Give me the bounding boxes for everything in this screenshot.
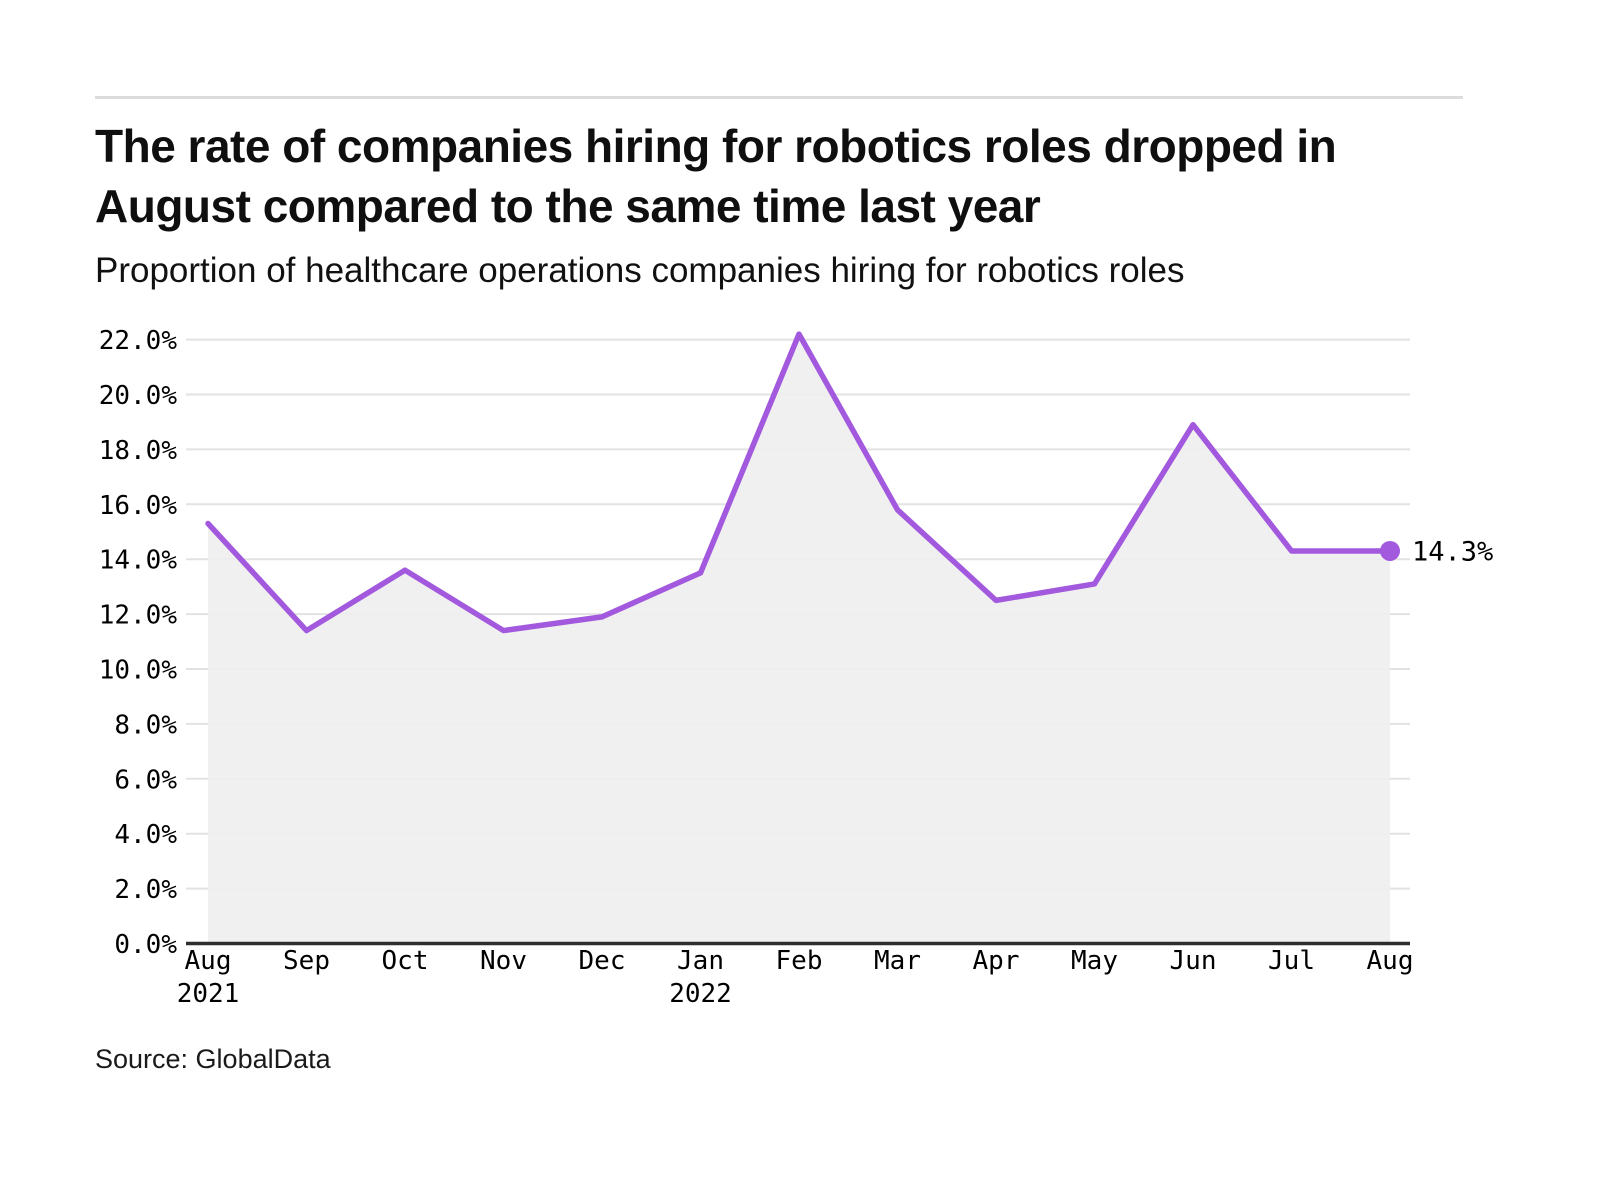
data-line	[205, 331, 1393, 634]
end-value-label: 14.3%	[1412, 536, 1493, 567]
x-tick-label: Jul	[1268, 946, 1315, 976]
x-tick-label: Aug	[1367, 946, 1414, 976]
x-tick-label: Apr	[973, 946, 1020, 976]
x-tick-label: Feb	[776, 946, 823, 976]
area-fill	[208, 334, 1390, 944]
x-tick-label: Dec	[579, 946, 626, 976]
x-tick-label: Aug	[185, 946, 232, 976]
x-tick-year-label: 2022	[669, 979, 732, 1009]
y-tick-label: 12.0%	[99, 601, 178, 631]
x-tick-label: Jun	[1170, 946, 1217, 976]
x-tick-label: May	[1071, 946, 1118, 976]
x-tick-year-label: 2021	[177, 979, 240, 1009]
y-tick-label: 16.0%	[99, 491, 178, 521]
y-tick-label: 10.0%	[99, 656, 178, 686]
source-note: Source: GlobalData	[95, 1044, 331, 1074]
end-point-marker	[1380, 540, 1400, 561]
chart-subtitle: Proportion of healthcare operations comp…	[95, 251, 1185, 290]
y-tick-label: 8.0%	[114, 710, 177, 740]
y-tick-label: 14.0%	[99, 546, 178, 576]
y-tick-label: 20.0%	[99, 381, 178, 411]
x-tick-label: Nov	[480, 946, 527, 976]
chart-title: The rate of companies hiring for robotic…	[95, 120, 1337, 232]
x-tick-label: Sep	[283, 946, 330, 976]
x-tick-label: Jan	[677, 946, 724, 976]
x-tick-label: Oct	[382, 946, 429, 976]
y-tick-label: 6.0%	[114, 765, 177, 795]
x-tick-label: Mar	[874, 946, 921, 976]
y-tick-label: 0.0%	[114, 930, 177, 960]
y-tick-label: 18.0%	[99, 436, 178, 466]
y-tick-label: 4.0%	[114, 820, 177, 850]
top-divider	[95, 96, 1463, 99]
y-tick-label: 2.0%	[114, 875, 177, 905]
y-tick-label: 22.0%	[99, 326, 178, 356]
